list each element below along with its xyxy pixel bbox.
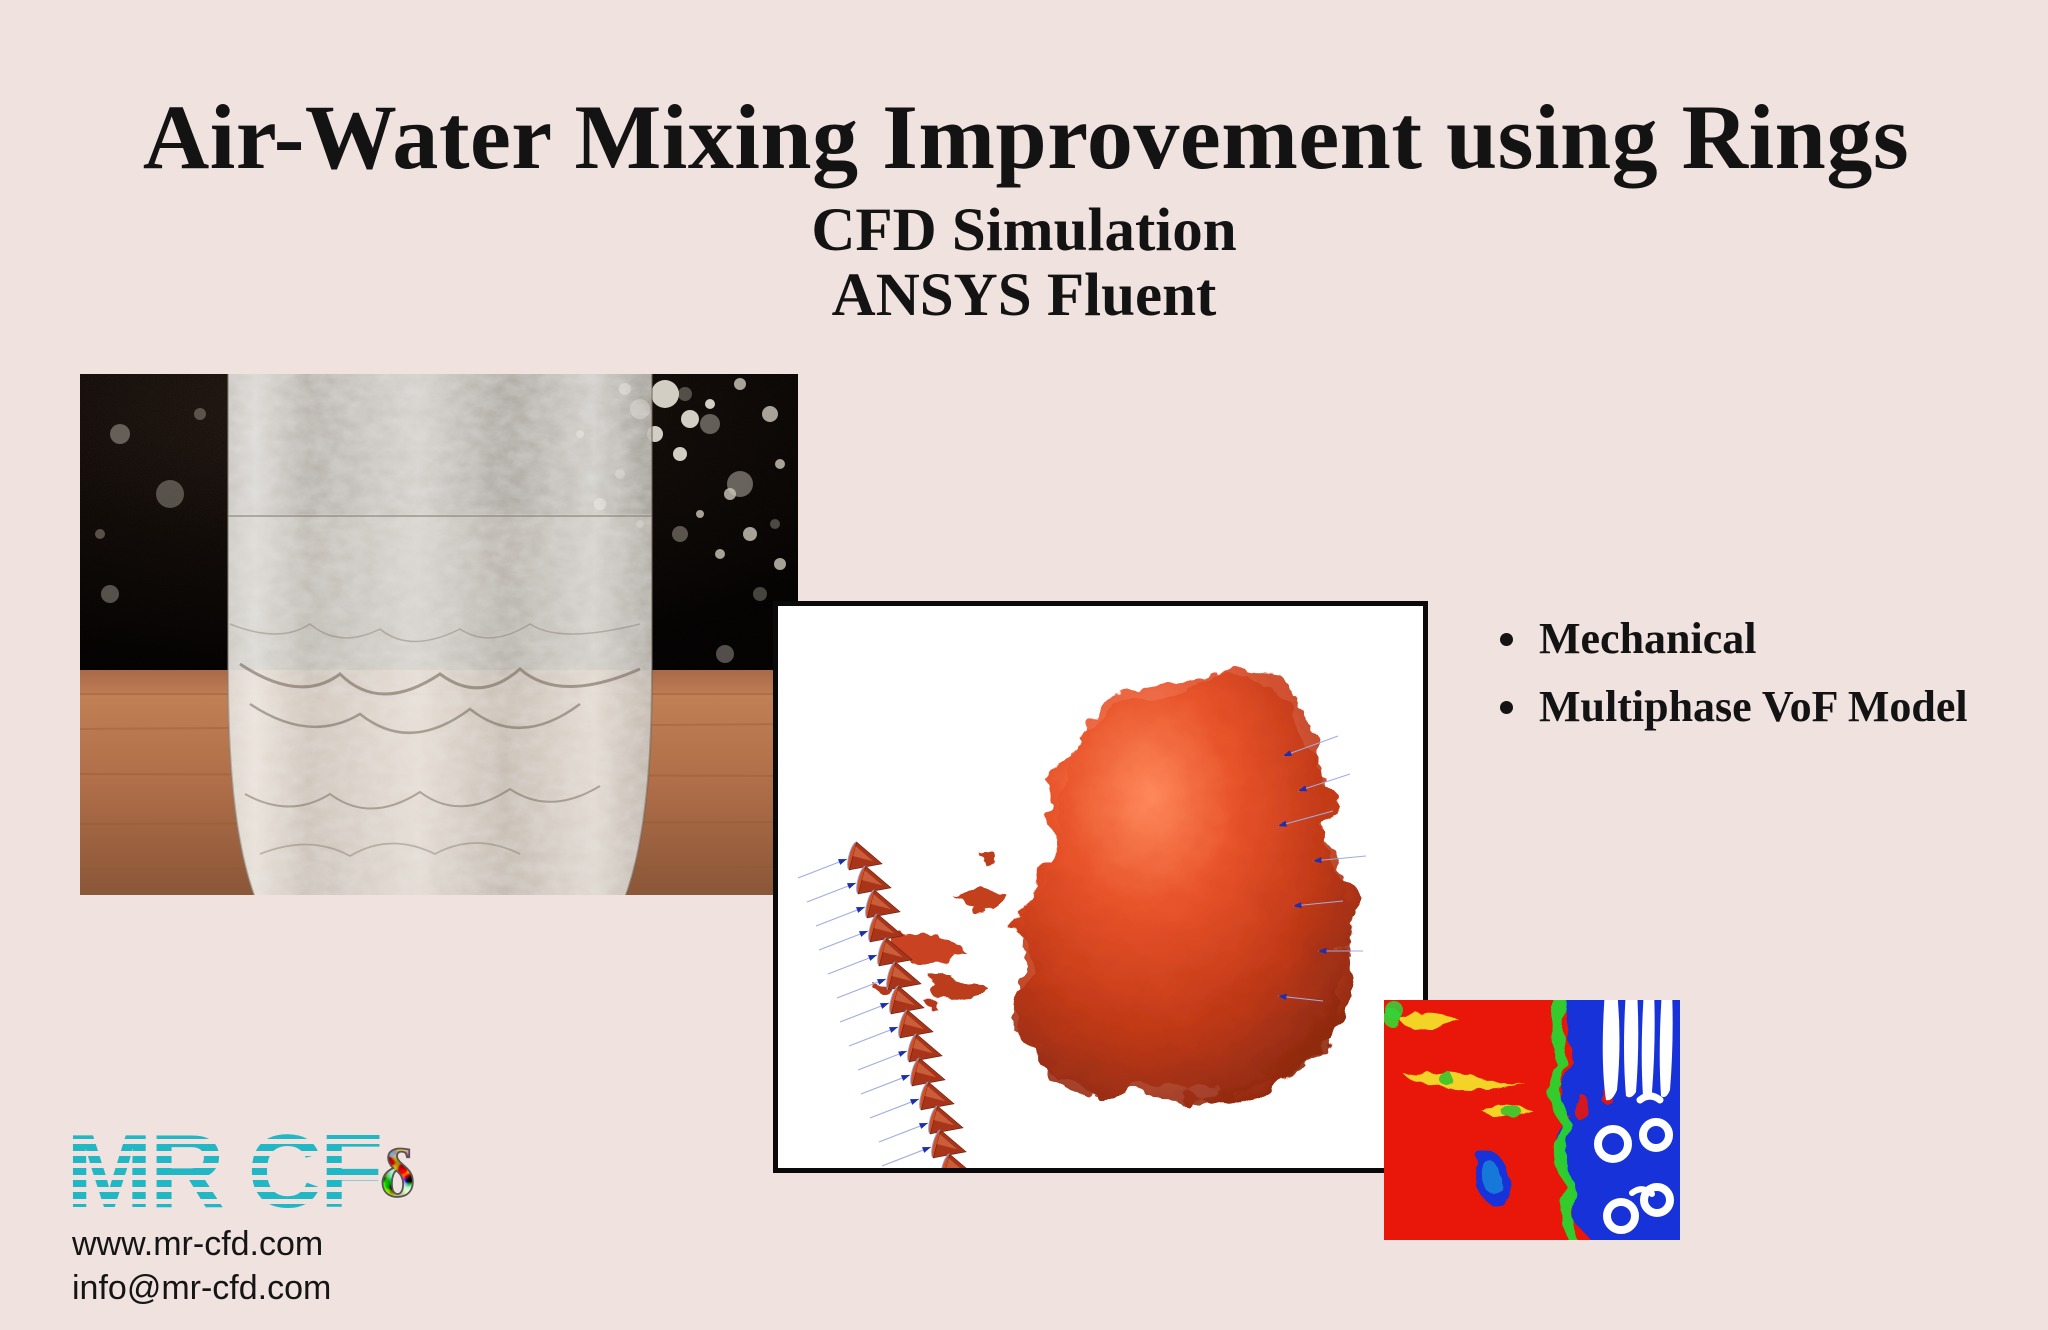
- svg-text:δ: δ: [380, 1135, 415, 1211]
